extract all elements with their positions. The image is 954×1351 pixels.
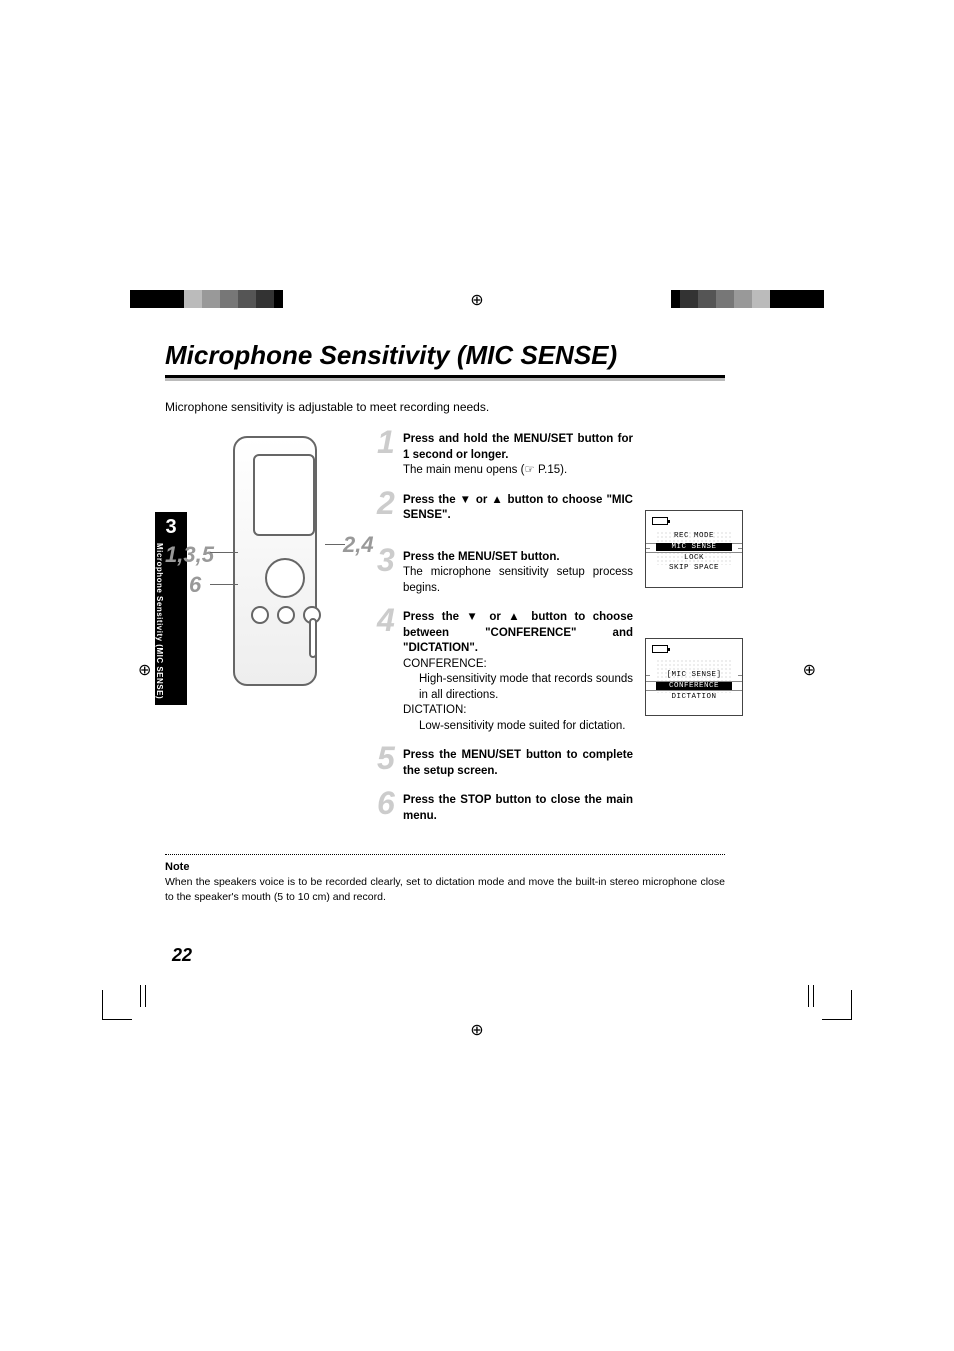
- crop-mark: [102, 990, 132, 1020]
- lcd-screenshot-menu: REC MODE MIC SENSE LOCK SKIP SPACE: [645, 510, 743, 588]
- lcd-line-selected: CONFERENCE: [656, 682, 732, 690]
- callout-right: 2,4: [343, 532, 374, 558]
- section-number: 3: [155, 516, 187, 539]
- step-sub-label: DICTATION:: [403, 704, 466, 716]
- step-number: 1: [377, 426, 395, 458]
- crop-mark: [822, 990, 852, 1020]
- leader-line: [325, 544, 345, 545]
- dotted-separator: [165, 854, 725, 855]
- lcd-line: REC MODE: [656, 532, 732, 540]
- reg-squares-right: [671, 290, 824, 308]
- step-bold: Press the MENU/SET button.: [403, 551, 560, 563]
- step-bold: Press and hold the MENU/SET button for 1…: [403, 433, 633, 461]
- step-6: 6 Press the STOP button to close the mai…: [383, 793, 633, 824]
- step-3: 3 Press the MENU/SET button. The microph…: [383, 550, 633, 597]
- step-1: 1 Press and hold the MENU/SET button for…: [383, 432, 633, 479]
- side-registration-left-icon: ⊕: [138, 660, 151, 680]
- page-number: 22: [172, 945, 192, 966]
- step-number: 4: [377, 604, 395, 636]
- lcd-line: DICTATION: [656, 693, 732, 701]
- leader-line: [210, 584, 238, 585]
- step-number: 3: [377, 544, 395, 576]
- step-bold: Press the STOP button to close the main …: [403, 794, 633, 822]
- step-plain: The microphone sensitivity setup process…: [403, 566, 633, 594]
- crop-bar: [140, 985, 146, 1007]
- step-bold: Press the ▼ or ▲ button to choose "MIC S…: [403, 494, 633, 522]
- lcd-line-selected: MIC SENSE: [656, 543, 732, 551]
- lcd-header: [MIC SENSE]: [656, 671, 732, 679]
- print-registration-bottom: ⊕: [0, 1020, 954, 1040]
- step-sub-desc: Low-sensitivity mode suited for dictatio…: [419, 719, 633, 735]
- reg-squares-left: [130, 290, 283, 308]
- step-2: 2 Press the ▼ or ▲ button to choose "MIC…: [383, 493, 633, 524]
- note-body: When the speakers voice is to be recorde…: [165, 875, 725, 904]
- step-4: 4 Press the ▼ or ▲ button to choose betw…: [383, 610, 633, 734]
- section-label-vertical: Microphone Sensitivity (MIC SENSE): [155, 543, 164, 699]
- side-registration-right-icon: ⊕: [803, 660, 816, 680]
- battery-icon: [652, 645, 668, 653]
- page-content: Microphone Sensitivity (MIC SENSE) Micro…: [165, 340, 725, 904]
- lcd-screenshot-micsense: [MIC SENSE] CONFERENCE DICTATION: [645, 638, 743, 716]
- title-rule: [165, 375, 725, 378]
- step-number: 2: [377, 487, 395, 519]
- leader-line: [210, 552, 238, 553]
- device-illustration: [225, 432, 325, 692]
- page-title: Microphone Sensitivity (MIC SENSE): [165, 340, 725, 371]
- step-bold: Press the MENU/SET button to complete th…: [403, 749, 633, 777]
- step-plain: The main menu opens (☞ P.15).: [403, 464, 567, 476]
- intro-text: Microphone sensitivity is adjustable to …: [165, 400, 725, 414]
- battery-icon: [652, 517, 668, 525]
- step-5: 5 Press the MENU/SET button to complete …: [383, 748, 633, 779]
- lcd-line: LOCK: [656, 554, 732, 562]
- print-registration-top: ⊕: [0, 290, 954, 310]
- step-number: 6: [377, 787, 395, 819]
- center-registration-icon: ⊕: [470, 1020, 483, 1040]
- callout-left-lower: 6: [189, 572, 201, 598]
- step-bold: Press the ▼ or ▲ button to choose betwee…: [403, 611, 633, 654]
- step-number: 5: [377, 742, 395, 774]
- note-heading: Note: [165, 861, 725, 873]
- center-registration-icon: ⊕: [470, 290, 483, 310]
- section-tab: 3 Microphone Sensitivity (MIC SENSE): [155, 512, 187, 705]
- steps-list: 1 Press and hold the MENU/SET button for…: [383, 432, 633, 838]
- lcd-line: SKIP SPACE: [656, 564, 732, 572]
- crop-bar: [808, 985, 814, 1007]
- step-sub-desc: High-sensitivity mode that records sound…: [419, 672, 633, 703]
- callout-left-upper: 1,3,5: [165, 542, 214, 568]
- step-sub-label: CONFERENCE:: [403, 658, 487, 670]
